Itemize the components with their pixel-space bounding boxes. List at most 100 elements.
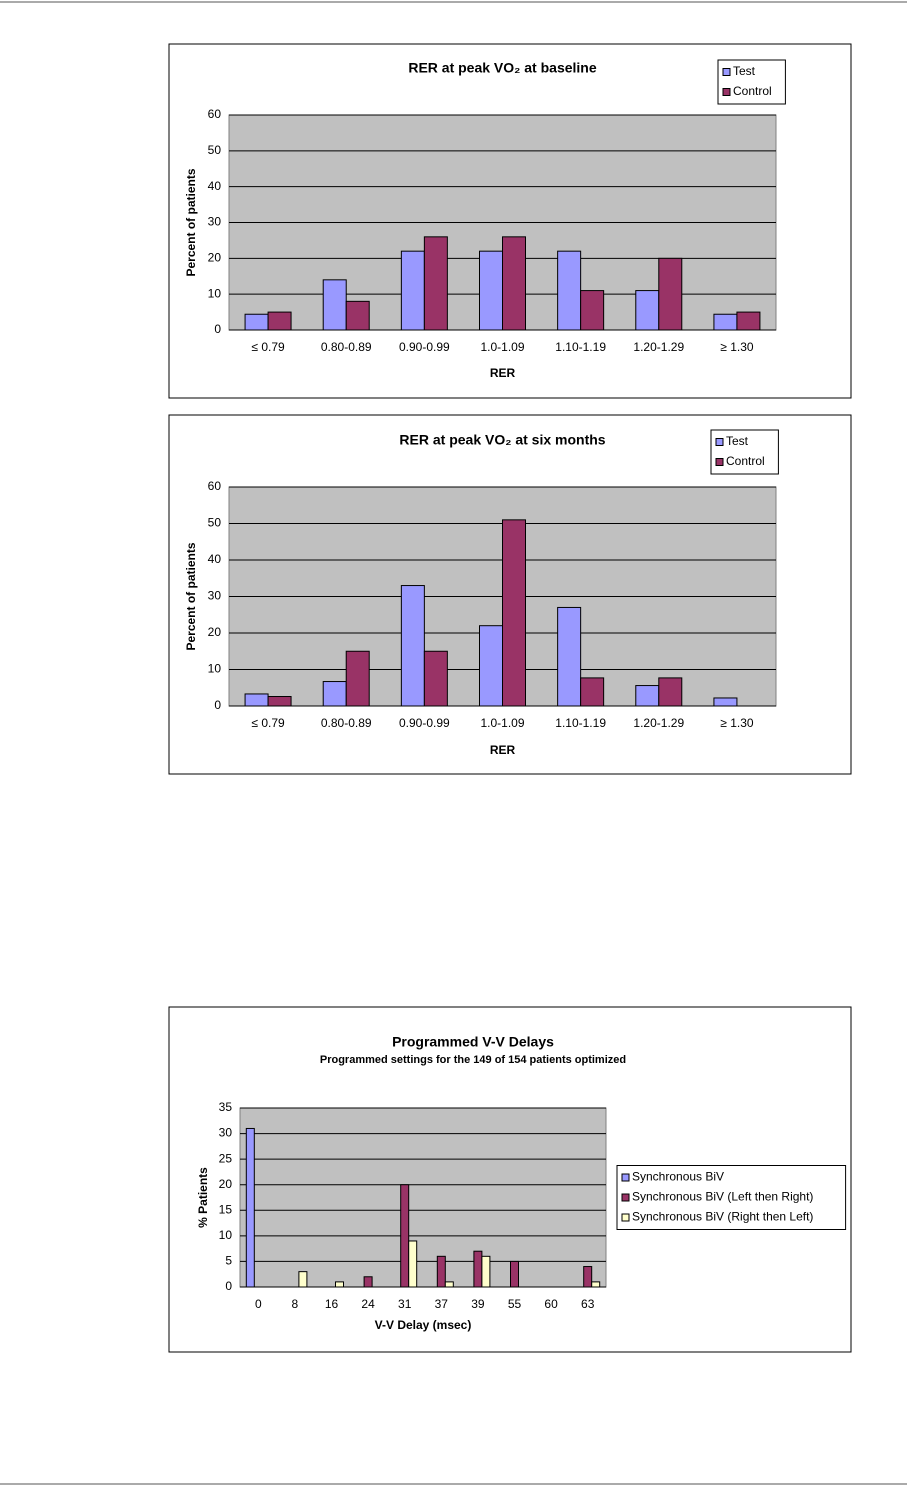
chart-title: Programmed V-V Delays	[392, 1034, 554, 1050]
bar	[267, 311, 292, 331]
legend-box	[710, 429, 779, 475]
chart-title: RER at peak VO₂ at six months	[399, 432, 605, 448]
bar	[363, 1276, 373, 1288]
y-tick-label: 20	[219, 1177, 233, 1191]
bar	[267, 696, 292, 707]
bar	[658, 677, 683, 707]
bar	[557, 250, 582, 331]
y-tick-label: 15	[219, 1202, 233, 1216]
bar	[335, 1281, 344, 1288]
bar	[502, 519, 526, 707]
bar	[736, 311, 761, 331]
bar	[580, 290, 605, 331]
y-tick-label: 30	[219, 1126, 233, 1140]
x-tick-label: 1.20-1.29	[633, 716, 684, 730]
x-tick-label: 31	[398, 1297, 412, 1311]
y-axis-title: Percent of patients	[184, 542, 198, 650]
bar	[658, 257, 683, 331]
y-tick-label: 40	[208, 179, 222, 193]
legend-box	[616, 1165, 847, 1230]
bar	[444, 1281, 454, 1288]
y-tick-label: 20	[208, 625, 222, 639]
y-tick-label: 20	[208, 251, 222, 265]
legend-label: Test	[726, 434, 749, 448]
bar	[557, 606, 582, 707]
legend-label: Control	[733, 84, 772, 98]
legend-swatch	[715, 458, 724, 466]
x-tick-label: 60	[544, 1297, 558, 1311]
x-tick-label: 1.20-1.29	[633, 340, 684, 354]
x-tick-label: 0	[255, 1297, 262, 1311]
y-tick-label: 30	[208, 589, 222, 603]
y-tick-label: 50	[208, 516, 222, 530]
y-tick-label: 50	[208, 143, 222, 157]
x-tick-label: 0.90-0.99	[399, 340, 450, 354]
bar	[473, 1250, 483, 1288]
bar	[400, 250, 425, 331]
bar	[583, 1266, 593, 1288]
y-tick-label: 10	[208, 662, 222, 676]
x-axis-title: RER	[490, 743, 516, 757]
y-tick-label: 0	[225, 1279, 232, 1293]
x-tick-label: ≥ 1.30	[720, 716, 754, 730]
bar	[245, 1127, 255, 1288]
bar	[580, 677, 605, 707]
x-tick-label: 37	[435, 1297, 449, 1311]
chart-title: RER at peak VO₂ at baseline	[408, 60, 597, 76]
legend-swatch	[722, 88, 731, 96]
y-tick-label: 40	[208, 552, 222, 566]
bar	[479, 625, 503, 707]
legend-swatch	[621, 1173, 630, 1182]
x-tick-label: ≤ 0.79	[251, 716, 285, 730]
y-tick-label: 10	[208, 286, 222, 300]
y-tick-label: 0	[214, 322, 221, 336]
legend-label: Synchronous BiV (Right then Left)	[632, 1210, 813, 1224]
bar	[322, 279, 347, 331]
bar	[244, 693, 269, 707]
x-tick-label: 55	[508, 1297, 522, 1311]
bar	[510, 1260, 519, 1288]
bar	[423, 236, 448, 331]
bar	[481, 1255, 491, 1288]
x-tick-label: 0.90-0.99	[399, 716, 450, 730]
x-axis-title: RER	[490, 366, 516, 380]
x-tick-label: 1.0-1.09	[480, 340, 524, 354]
bar	[322, 681, 347, 707]
y-tick-label: 35	[219, 1100, 233, 1114]
x-tick-label: 0.80-0.89	[321, 716, 372, 730]
bar	[244, 313, 269, 331]
y-tick-label: 5	[225, 1254, 232, 1268]
bar	[423, 650, 448, 707]
bar	[400, 585, 425, 707]
legend-swatch	[715, 438, 724, 446]
y-tick-label: 0	[214, 698, 221, 712]
y-tick-label: 30	[208, 215, 222, 229]
bar	[713, 313, 738, 331]
bar	[635, 685, 660, 707]
bar	[713, 697, 738, 707]
x-tick-label: 63	[581, 1297, 595, 1311]
x-tick-label: 1.10-1.19	[555, 716, 606, 730]
bar	[436, 1255, 446, 1288]
legend-swatch	[621, 1193, 630, 1202]
x-tick-label: 1.0-1.09	[480, 716, 524, 730]
bar	[591, 1281, 601, 1288]
legend-swatch	[722, 68, 731, 76]
y-tick-label: 10	[219, 1228, 233, 1242]
chart-subtitle: Programmed settings for the 149 of 154 p…	[320, 1054, 626, 1066]
bar	[479, 250, 503, 331]
legend-label: Synchronous BiV	[632, 1170, 724, 1184]
y-tick-label: 60	[208, 479, 222, 493]
y-tick-label: 25	[219, 1151, 233, 1165]
bar	[502, 236, 526, 331]
legend-swatch	[621, 1213, 630, 1222]
legend-label: Test	[733, 64, 756, 78]
plot-area	[239, 1107, 607, 1288]
x-tick-label: 8	[292, 1297, 299, 1311]
y-axis-title: % Patients	[196, 1167, 210, 1228]
bar	[408, 1240, 418, 1288]
legend-box	[717, 59, 786, 105]
bar	[298, 1271, 308, 1288]
bar	[345, 300, 370, 331]
